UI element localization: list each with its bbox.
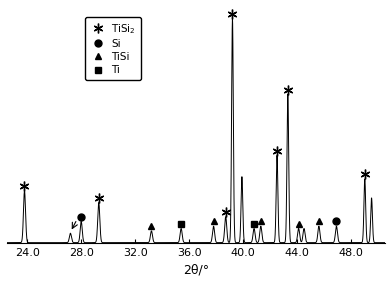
X-axis label: 2θ/°: 2θ/° [183, 263, 209, 276]
Legend: TiSi$_2$, Si, TiSi, Ti: TiSi$_2$, Si, TiSi, Ti [85, 17, 141, 80]
